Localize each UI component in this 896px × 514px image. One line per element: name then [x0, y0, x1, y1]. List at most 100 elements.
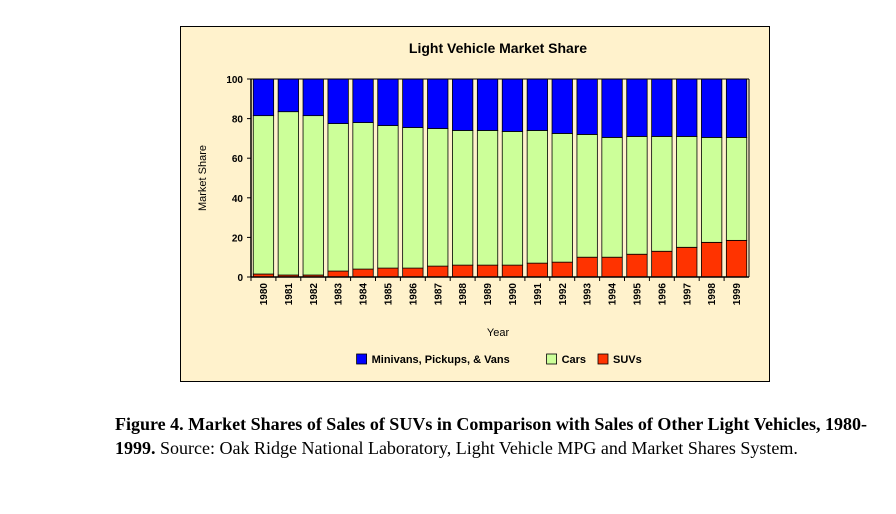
- bar-minivans-pickups-vans-1990: [501, 78, 524, 132]
- bar-suvs-1998: [701, 241, 723, 278]
- x-tick-label-1984: 1984: [359, 283, 370, 306]
- bar-minivans-pickups-vans-1997: [676, 78, 698, 137]
- chart-frame: Light Vehicle Market Share 0 20 40 60 80 100 1…: [180, 26, 770, 382]
- bar-cars-1983: [327, 123, 349, 272]
- bar-cars-1985: [377, 125, 399, 269]
- bar-cars-1989: [476, 130, 499, 266]
- bar-suvs-1989: [476, 264, 499, 278]
- x-axis-label: Year: [487, 327, 510, 339]
- legend-label-minivans-pickups-vans: Minivans, Pickups, & Vans: [372, 354, 510, 366]
- bar-minivans-pickups-vans-1986: [402, 78, 424, 128]
- bar-cars-1999: [725, 137, 748, 241]
- bar-suvs-1992: [551, 261, 573, 278]
- x-tick-label-1994: 1994: [608, 283, 619, 306]
- y-tick-label-20: 20: [232, 233, 244, 244]
- bar-cars-1987: [427, 128, 449, 267]
- bar-cars-1980: [252, 115, 275, 275]
- bar-minivans-pickups-vans-1987: [427, 78, 449, 129]
- x-tick-label-1990: 1990: [508, 283, 519, 306]
- plot-background: [251, 79, 749, 277]
- x-tick-label-1980: 1980: [259, 283, 270, 306]
- stacked-bar-chart: Light Vehicle Market Share 0 20 40 60 80 100 1…: [197, 40, 750, 366]
- bar-cars-1994: [601, 137, 623, 258]
- legend-label-cars: Cars: [562, 354, 586, 366]
- x-tick-label-1988: 1988: [458, 283, 469, 306]
- bar-minivans-pickups-vans-1999: [725, 78, 748, 138]
- bar-minivans-pickups-vans-1983: [327, 78, 349, 124]
- bar-cars-1991: [526, 130, 548, 264]
- x-tick-label-1985: 1985: [383, 283, 394, 306]
- x-tick-label-1992: 1992: [558, 283, 569, 306]
- x-tick-label-1989: 1989: [483, 283, 494, 306]
- chart-title: Light Vehicle Market Share: [409, 40, 587, 56]
- bar-suvs-1994: [601, 256, 623, 278]
- bar-minivans-pickups-vans-1984: [352, 78, 374, 123]
- y-tick-label-80: 80: [232, 115, 244, 126]
- bar-cars-1988: [452, 130, 474, 266]
- bar-suvs-1983: [327, 270, 349, 278]
- bar-cars-1981: [277, 111, 299, 276]
- bar-cars-1982: [302, 115, 324, 276]
- bar-minivans-pickups-vans-1989: [476, 78, 499, 131]
- bar-suvs-1997: [676, 246, 698, 278]
- bar-minivans-pickups-vans-1985: [377, 78, 399, 126]
- bar-cars-1993: [576, 134, 598, 258]
- bar-suvs-1985: [377, 267, 399, 278]
- x-tick-label-1987: 1987: [433, 283, 444, 306]
- y-tick-label-60: 60: [232, 154, 244, 165]
- bar-minivans-pickups-vans-1988: [452, 78, 474, 131]
- x-tick-label-1983: 1983: [334, 283, 345, 306]
- bar-cars-1996: [651, 136, 673, 252]
- bar-cars-1998: [701, 137, 723, 243]
- bar-minivans-pickups-vans-1982: [302, 78, 324, 117]
- caption-title: Figure 4. Market Shares of Sales of SUVs…: [115, 414, 868, 458]
- bar-suvs-1986: [402, 267, 424, 278]
- x-tick-label-1993: 1993: [583, 283, 594, 306]
- legend-swatch-suvs: [597, 353, 609, 365]
- bar-suvs-1996: [651, 250, 673, 278]
- y-tick-label-100: 100: [226, 75, 243, 86]
- bar-suvs-1987: [427, 265, 449, 278]
- bar-minivans-pickups-vans-1994: [601, 78, 623, 138]
- legend-swatch-cars: [546, 353, 558, 365]
- bar-cars-1997: [676, 136, 698, 248]
- bar-minivans-pickups-vans-1981: [277, 78, 299, 113]
- bar-cars-1990: [501, 131, 524, 266]
- y-tick-label-40: 40: [232, 194, 244, 205]
- x-tick-label-1995: 1995: [632, 283, 643, 306]
- legend-swatch-minivans-pickups-vans: [356, 353, 368, 365]
- legend: Minivans, Pickups, & Vans Cars SUVs: [356, 353, 642, 366]
- x-tick-label-1998: 1998: [707, 283, 718, 306]
- bar-suvs-1984: [352, 268, 374, 278]
- bar-suvs-1993: [576, 256, 598, 278]
- bar-minivans-pickups-vans-1980: [252, 78, 275, 117]
- legend-label-suvs: SUVs: [613, 354, 642, 366]
- x-tick-label-1997: 1997: [682, 283, 693, 306]
- bar-suvs-1995: [626, 253, 648, 278]
- x-tick-label-1982: 1982: [309, 283, 320, 306]
- bar-suvs-1988: [452, 264, 474, 278]
- bar-minivans-pickups-vans-1996: [651, 78, 673, 137]
- y-tick-label-0: 0: [237, 273, 243, 284]
- bar-suvs-1999: [725, 239, 748, 278]
- bar-minivans-pickups-vans-1998: [701, 78, 723, 138]
- bar-suvs-1990: [501, 264, 524, 278]
- x-tick-label-1999: 1999: [732, 283, 743, 306]
- bar-cars-1984: [352, 122, 374, 270]
- x-tick-label-1996: 1996: [657, 283, 668, 306]
- bar-cars-1995: [626, 136, 648, 255]
- x-tick-label-1991: 1991: [533, 283, 544, 306]
- x-tick-label-1981: 1981: [284, 283, 295, 306]
- x-tick-label-1986: 1986: [408, 283, 419, 306]
- bar-minivans-pickups-vans-1992: [551, 78, 573, 134]
- bar-cars-1992: [551, 133, 573, 263]
- caption-source: Source: Oak Ridge National Laboratory, L…: [155, 438, 798, 458]
- bar-minivans-pickups-vans-1993: [576, 78, 598, 135]
- figure-caption: Figure 4. Market Shares of Sales of SUVs…: [41, 412, 891, 460]
- bar-cars-1986: [402, 127, 424, 269]
- bar-suvs-1991: [526, 262, 548, 278]
- plot-area: 0 20 40 60 80 100 1980 1981 1982 1983 1984 1985 1986…: [226, 75, 750, 306]
- bar-minivans-pickups-vans-1991: [526, 78, 548, 131]
- y-axis-label: Market Share: [197, 145, 209, 211]
- bar-minivans-pickups-vans-1995: [626, 78, 648, 137]
